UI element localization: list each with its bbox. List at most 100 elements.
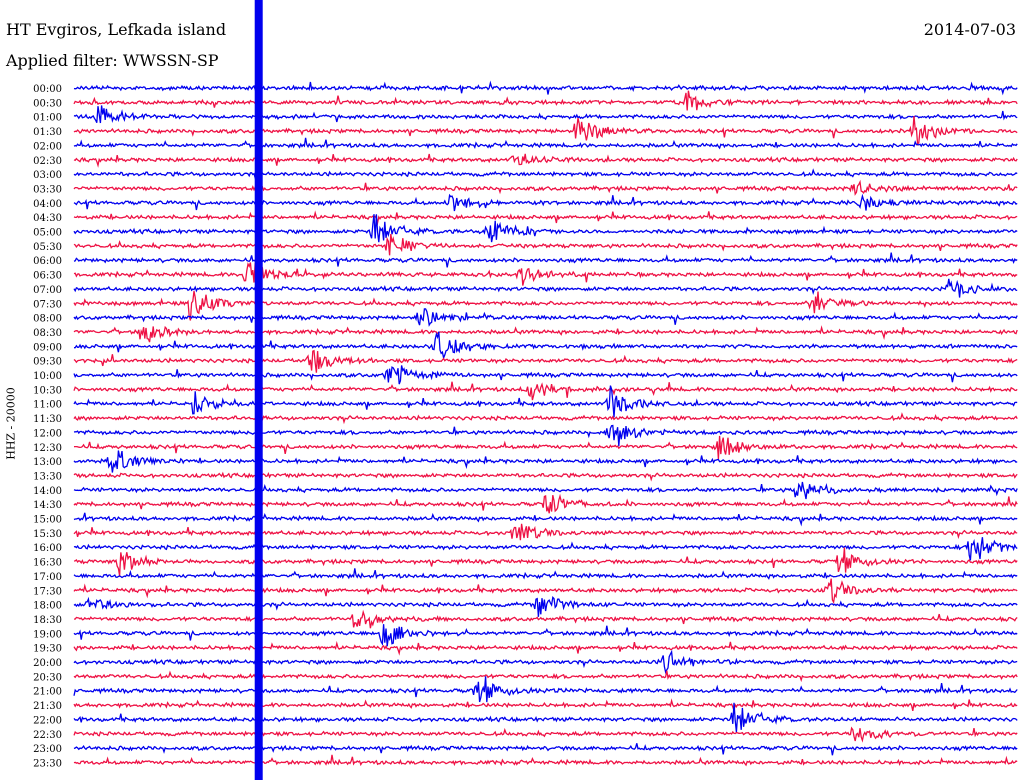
trace-line [73, 252, 1018, 268]
time-tick-label: 21:30 [33, 701, 62, 712]
time-tick-label: 14:30 [33, 500, 62, 511]
time-tick-label: 05:00 [33, 228, 62, 239]
trace-line [73, 493, 1018, 514]
trace-line [73, 179, 1018, 196]
trace-line [73, 137, 1018, 150]
time-tick-label: 09:00 [33, 342, 62, 353]
time-tick-label: 15:30 [33, 529, 62, 540]
trace-line [73, 568, 1018, 580]
time-tick-label: 00:30 [33, 98, 62, 109]
trace-line [73, 308, 1018, 327]
time-tick-label: 23:00 [33, 744, 62, 755]
trace-line [73, 435, 1018, 460]
time-tick-label: 21:00 [33, 687, 62, 698]
time-tick-label: 19:00 [33, 629, 62, 640]
time-tick-label: 20:00 [33, 658, 62, 669]
date-label: 2014-07-03 [923, 20, 1016, 39]
time-tick-label: 04:00 [33, 199, 62, 210]
trace-line [73, 214, 1018, 243]
time-tick-label: 16:00 [33, 543, 62, 554]
time-tick-label: 12:00 [33, 428, 62, 439]
trace-line [73, 90, 1018, 111]
trace-line [73, 210, 1018, 226]
time-tick-label: 01:00 [33, 113, 62, 124]
trace-line [73, 424, 1018, 447]
time-tick-label: 13:30 [33, 471, 62, 482]
trace-line [73, 537, 1018, 561]
trace-line [73, 624, 1018, 647]
time-tick-label: 10:30 [33, 385, 62, 396]
time-tick-label: 06:30 [33, 271, 62, 282]
time-tick-label: 19:30 [33, 644, 62, 655]
time-tick-label: 11:00 [33, 400, 62, 411]
trace-line [73, 640, 1018, 656]
time-tick-label: 18:30 [33, 615, 62, 626]
trace-line [73, 385, 1018, 418]
time-tick-label: 12:30 [33, 443, 62, 454]
trace-line [73, 471, 1018, 482]
trace-line [73, 168, 1018, 181]
time-tick-label: 08:00 [33, 314, 62, 325]
trace-line [73, 115, 1018, 147]
trace-line [73, 153, 1018, 168]
trace-line [73, 365, 1018, 385]
trace-line [73, 609, 1018, 629]
trace-line [73, 743, 1018, 756]
trace-line [73, 412, 1018, 425]
trace-line [73, 754, 1018, 767]
trace-line [73, 726, 1018, 743]
trace-line [73, 233, 1018, 256]
time-tick-label: 03:00 [33, 170, 62, 181]
trace-line [73, 698, 1018, 714]
trace-line [73, 481, 1018, 500]
time-tick-label: 22:00 [33, 715, 62, 726]
time-tick-label: 10:00 [33, 371, 62, 382]
trace-line [73, 649, 1018, 674]
filter-label: Applied filter: WWSSN-SP [6, 51, 219, 70]
station-title: HT Evgiros, Lefkada island [6, 20, 227, 39]
saturated-trace-band [254, 0, 263, 780]
time-tick-label: 18:00 [33, 601, 62, 612]
time-tick-label: 05:30 [33, 242, 62, 253]
time-tick-label: 06:00 [33, 256, 62, 267]
trace-line [73, 325, 1018, 343]
trace-line [73, 290, 1018, 321]
trace-line [73, 381, 1018, 401]
time-tick-label: 11:30 [33, 414, 62, 425]
time-tick-label: 04:30 [33, 213, 62, 224]
trace-line [73, 702, 1018, 733]
time-tick-label: 03:30 [33, 184, 62, 195]
trace-line [73, 278, 1018, 298]
trace-line [73, 450, 1018, 473]
time-tick-label: 00:00 [33, 84, 62, 95]
trace-line [73, 523, 1018, 541]
time-tick-label: 09:30 [33, 357, 62, 368]
time-tick-label: 17:30 [33, 586, 62, 597]
trace-line [73, 676, 1018, 703]
trace-line [73, 578, 1018, 605]
trace-line [74, 331, 1018, 361]
time-tick-label: 01:30 [33, 127, 62, 138]
time-tick-label: 23:30 [33, 758, 62, 769]
trace-line [73, 670, 1018, 683]
time-tick-label: 20:30 [33, 672, 62, 683]
time-tick-label: 02:00 [33, 141, 62, 152]
trace-line [73, 596, 1018, 617]
time-tick-label: 22:30 [33, 730, 62, 741]
time-tick-label: 02:30 [33, 156, 62, 167]
trace-line [73, 262, 1018, 286]
time-tick-label: 14:00 [33, 486, 62, 497]
time-tick-label: 16:30 [33, 558, 62, 569]
time-tick-label: 13:00 [33, 457, 62, 468]
time-tick-label: 15:00 [33, 515, 62, 526]
time-tick-label: 07:00 [33, 285, 62, 296]
trace-line [73, 80, 1018, 96]
trace-line [73, 349, 1018, 373]
time-tick-label: 17:00 [33, 572, 62, 583]
time-tick-label: 08:30 [33, 328, 62, 339]
trace-line [73, 193, 1018, 212]
trace-line [73, 105, 1018, 124]
trace-line [73, 512, 1018, 527]
time-tick-label: 07:30 [33, 299, 62, 310]
